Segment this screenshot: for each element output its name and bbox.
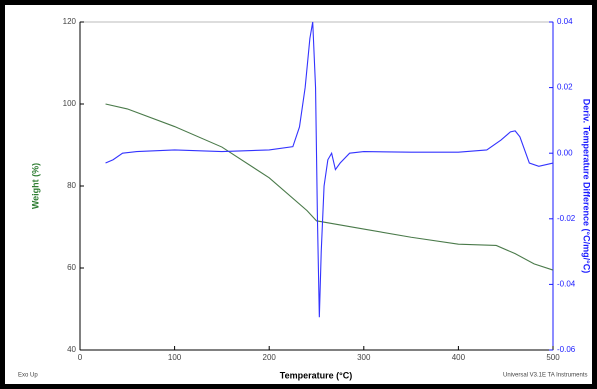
y2-axis-label: Deriv. Temperature Difference (°C/mg/°C): [582, 99, 592, 273]
x-tick-label: 400: [452, 353, 466, 362]
data-line: [105, 103, 554, 271]
annotation: Exo Up: [18, 373, 38, 379]
x-tick-label: 500: [546, 353, 560, 362]
y2-tick-label: 0.02: [557, 83, 573, 92]
x-tick-label: 200: [263, 353, 277, 362]
y2-tick-label: -0.04: [557, 280, 576, 289]
y2-tick-label: 0.00: [557, 148, 573, 157]
y2-tick-label: 0.04: [557, 17, 573, 26]
x-tick-label: 0: [78, 353, 83, 362]
y2-tick-label: -0.06: [557, 345, 576, 354]
y-tick-label: 120: [63, 17, 77, 26]
y-tick-label: 40: [67, 345, 76, 354]
data-line: [105, 21, 554, 318]
annotation: Universal V3.1E TA Instruments: [503, 373, 587, 379]
x-tick-label: 300: [357, 353, 371, 362]
y2-tick-label: -0.02: [557, 214, 576, 223]
y-tick-label: 80: [67, 181, 76, 190]
x-axis-label: Temperature (°C): [280, 370, 352, 380]
x-tick-label: 100: [168, 353, 182, 362]
y-tick-label: 100: [63, 99, 77, 108]
y-axis-label: Weight (%): [30, 163, 40, 209]
y-tick-label: 60: [67, 263, 76, 272]
